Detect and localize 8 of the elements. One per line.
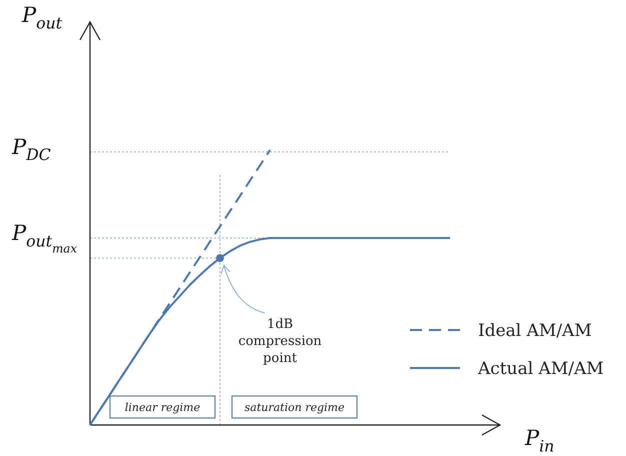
ref-line-label: P$_{DC}$ (11, 134, 51, 164)
x-axis-title: P$_{in}$ (524, 426, 554, 456)
legend-label: Ideal AM/AM (478, 321, 592, 341)
annotation: linear regime (124, 401, 201, 414)
legend-label: Actual AM/AM (477, 359, 604, 379)
annotation: saturation regime (244, 401, 345, 414)
text: P$_{out}$ (21, 3, 63, 32)
annotation: 1dB compression point (238, 317, 322, 366)
